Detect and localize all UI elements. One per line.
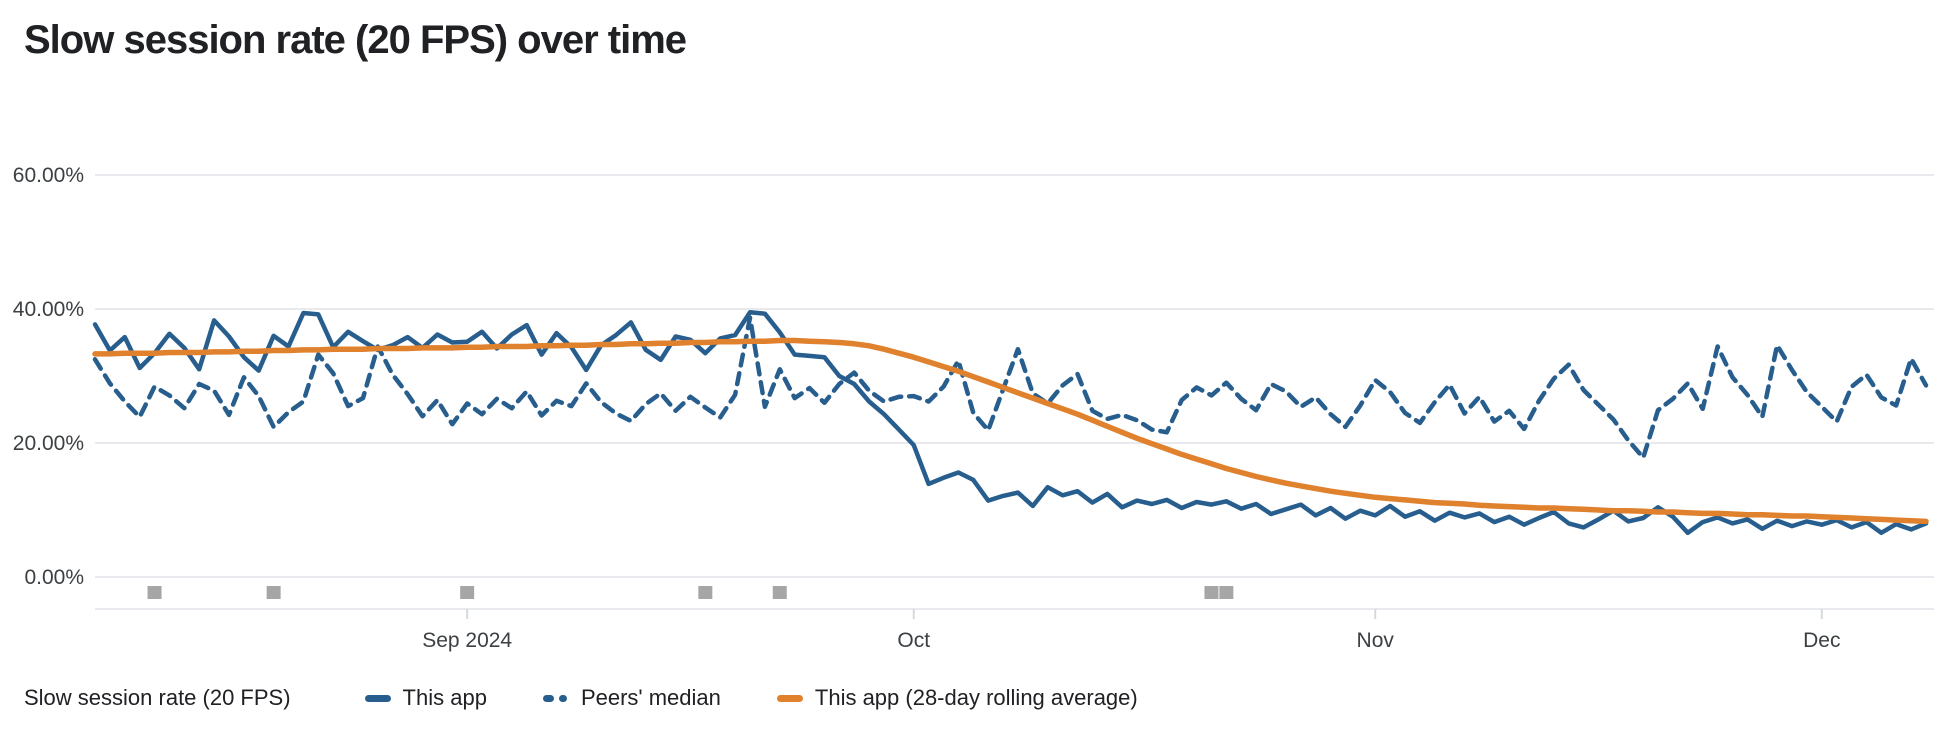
release-marker[interactable] (1219, 586, 1234, 599)
chart-legend: Slow session rate (20 FPS) This app Peer… (24, 676, 1194, 720)
legend-title: Slow session rate (20 FPS) (24, 685, 291, 710)
x-axis-label: Oct (897, 629, 930, 652)
legend-item-peers-median: Peers' median (542, 685, 721, 711)
series-line-peers-median[interactable] (92, 315, 1929, 460)
release-marker[interactable] (698, 586, 713, 599)
chart-area[interactable]: 60.00% 40.00% 20.00% 0.00% Sep 2024 Oct Nov Dec (0, 100, 1934, 660)
y-axis-label: 40.00% (13, 298, 84, 321)
y-axis-label: 20.00% (13, 432, 84, 455)
x-axis-label: Sep 2024 (422, 629, 512, 652)
series-line-this-app-28-day-rolling-average[interactable] (92, 337, 1929, 525)
dashed-line-swatch-icon (542, 694, 569, 702)
release-marker[interactable] (460, 586, 475, 599)
series-line-this-app[interactable] (92, 310, 1929, 536)
y-axis-label: 0.00% (24, 566, 84, 589)
release-marker[interactable] (772, 586, 787, 599)
legend-label-this-app: This app (402, 685, 487, 710)
release-marker[interactable] (147, 586, 162, 599)
legend-item-this-app: This app (364, 685, 487, 711)
release-marker[interactable] (266, 586, 281, 599)
legend-label-rolling-average: This app (28-day rolling average) (814, 685, 1138, 710)
orange-line-swatch-icon (776, 694, 803, 702)
x-axis-label: Dec (1803, 629, 1840, 652)
legend-item-rolling-average: This app (28-day rolling average) (776, 685, 1138, 711)
y-axis-label: 60.00% (13, 164, 84, 187)
solid-line-swatch-icon (364, 694, 391, 702)
legend-label-peers-median: Peers' median (580, 685, 721, 710)
chart-svg[interactable]: 60.00% 40.00% 20.00% 0.00% Sep 2024 Oct Nov Dec (0, 100, 1934, 660)
x-axis-label: Nov (1357, 629, 1395, 652)
release-marker[interactable] (1204, 586, 1219, 599)
page-title: Slow session rate (20 FPS) over time (24, 18, 687, 62)
